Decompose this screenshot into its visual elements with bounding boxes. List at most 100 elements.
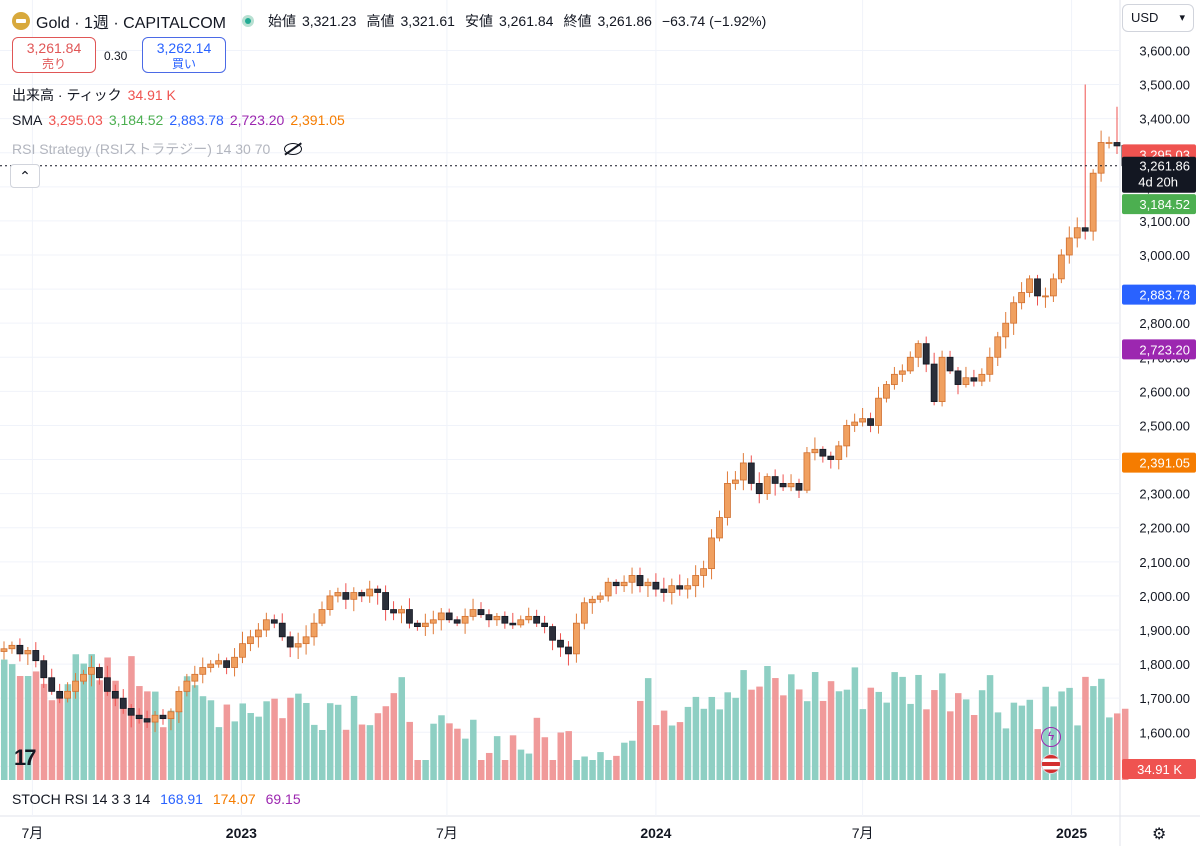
currency-selector[interactable]: USD ▾ xyxy=(1122,4,1194,32)
candle-body xyxy=(326,595,334,610)
candle-body xyxy=(970,377,978,382)
candle xyxy=(1057,249,1065,284)
volume-legend[interactable]: 出来高 · ティック 34.91 K xyxy=(12,85,176,105)
rsi-strategy-legend[interactable]: RSI Strategy (RSIストラテジー) 14 30 70 xyxy=(12,139,303,159)
candle-body xyxy=(596,595,604,600)
volume-bar xyxy=(40,683,48,780)
volume-bar xyxy=(732,697,739,780)
candle-body xyxy=(898,370,906,375)
candle xyxy=(755,472,763,504)
candle-body xyxy=(1057,254,1065,280)
candle-body xyxy=(1105,142,1113,144)
candle xyxy=(406,598,413,629)
collapse-legend-button[interactable]: ⌃ xyxy=(10,164,40,188)
candle-body xyxy=(557,639,564,648)
volume-bar xyxy=(1034,729,1041,780)
sma-value-5: 2,391.05 xyxy=(290,112,345,128)
gear-icon[interactable]: ⚙ xyxy=(1152,826,1167,843)
candle xyxy=(56,683,64,704)
sma-legend[interactable]: SMA 3,295.03 3,184.52 2,883.78 2,723.20 … xyxy=(12,112,345,128)
volume-bar xyxy=(1010,702,1018,780)
candle-body xyxy=(207,663,215,668)
volume-bar xyxy=(565,731,572,780)
candle xyxy=(906,351,914,374)
volume-bar xyxy=(811,672,819,780)
candle-body xyxy=(565,646,572,655)
volume-bar xyxy=(796,689,803,780)
us-flag-icon[interactable] xyxy=(1041,754,1061,774)
candle xyxy=(72,673,79,699)
volume-bar xyxy=(883,702,890,780)
candle xyxy=(390,601,397,621)
candle xyxy=(88,655,95,687)
candle-body xyxy=(143,718,151,723)
volume-bar xyxy=(16,675,24,780)
candle-body xyxy=(843,425,851,447)
volume-bar xyxy=(525,753,533,780)
candle-body xyxy=(1089,172,1097,232)
stoch-value-2: 174.07 xyxy=(212,791,256,807)
close-label: 終値 xyxy=(563,13,592,29)
candle xyxy=(620,575,628,593)
volume-bar xyxy=(446,723,453,780)
volume-bar xyxy=(581,756,588,780)
volume-bar xyxy=(1,659,8,780)
candle-body xyxy=(954,370,962,385)
candle xyxy=(421,613,429,636)
symbol-title[interactable]: Gold · 1週 · CAPITALCOM xyxy=(36,15,226,32)
candle-body xyxy=(429,619,437,624)
volume-tag: 34.91 K xyxy=(1122,759,1196,779)
candle-body xyxy=(0,648,8,652)
candle-body xyxy=(906,356,914,372)
candle-body xyxy=(111,690,119,699)
volume-bar xyxy=(621,742,628,780)
spread-value: 0.30 xyxy=(104,49,128,63)
volume-bar xyxy=(374,713,382,780)
candle-body xyxy=(652,581,660,590)
candle-body xyxy=(891,373,898,385)
candle-body xyxy=(636,575,644,587)
volume-bar xyxy=(334,704,342,780)
sma-price-tag-text-5: 2,391.05 xyxy=(1139,456,1190,471)
volume-bar xyxy=(342,729,350,780)
countdown-text: 4d 20h xyxy=(1138,175,1178,190)
sell-button[interactable]: 3,261.84 売り xyxy=(12,37,96,73)
candle xyxy=(787,474,795,492)
candle xyxy=(175,686,183,723)
lightning-icon[interactable]: ϟ xyxy=(1041,727,1061,747)
candle-body xyxy=(183,680,191,692)
volume-bar xyxy=(80,663,87,780)
volume-bar xyxy=(271,698,278,780)
sma-price-tag-5-bg xyxy=(1122,452,1196,473)
volume-bar xyxy=(414,760,421,780)
candle xyxy=(628,567,636,594)
market-open-icon xyxy=(241,15,254,27)
candle xyxy=(922,336,930,373)
volume-bar xyxy=(390,693,398,780)
stoch-rsi-legend[interactable]: STOCH RSI 14 3 3 14 168.91 174.07 69.15 xyxy=(12,791,301,807)
candle xyxy=(8,641,16,654)
candle xyxy=(708,529,715,580)
candle xyxy=(636,567,644,593)
y-tick-label: 2,000.00 xyxy=(1139,589,1190,604)
volume-bar xyxy=(764,666,771,780)
candle xyxy=(938,350,946,407)
hidden-eye-icon[interactable] xyxy=(284,143,303,155)
volume-bar xyxy=(994,712,1002,780)
volume-bar xyxy=(803,701,811,780)
candle xyxy=(207,660,215,673)
candle-body xyxy=(755,483,763,495)
volume-bar xyxy=(589,760,596,780)
buy-button[interactable]: 3,262.14 買い xyxy=(142,37,226,73)
candle-body xyxy=(24,650,32,655)
volume-bar xyxy=(756,686,763,780)
x-tick-label: 7月 xyxy=(852,825,874,841)
candle xyxy=(262,612,270,637)
candle xyxy=(501,611,509,629)
volume-bar xyxy=(573,760,580,780)
candle xyxy=(80,669,87,685)
candle xyxy=(604,577,612,602)
candle-body xyxy=(978,373,986,382)
candle xyxy=(143,710,151,728)
